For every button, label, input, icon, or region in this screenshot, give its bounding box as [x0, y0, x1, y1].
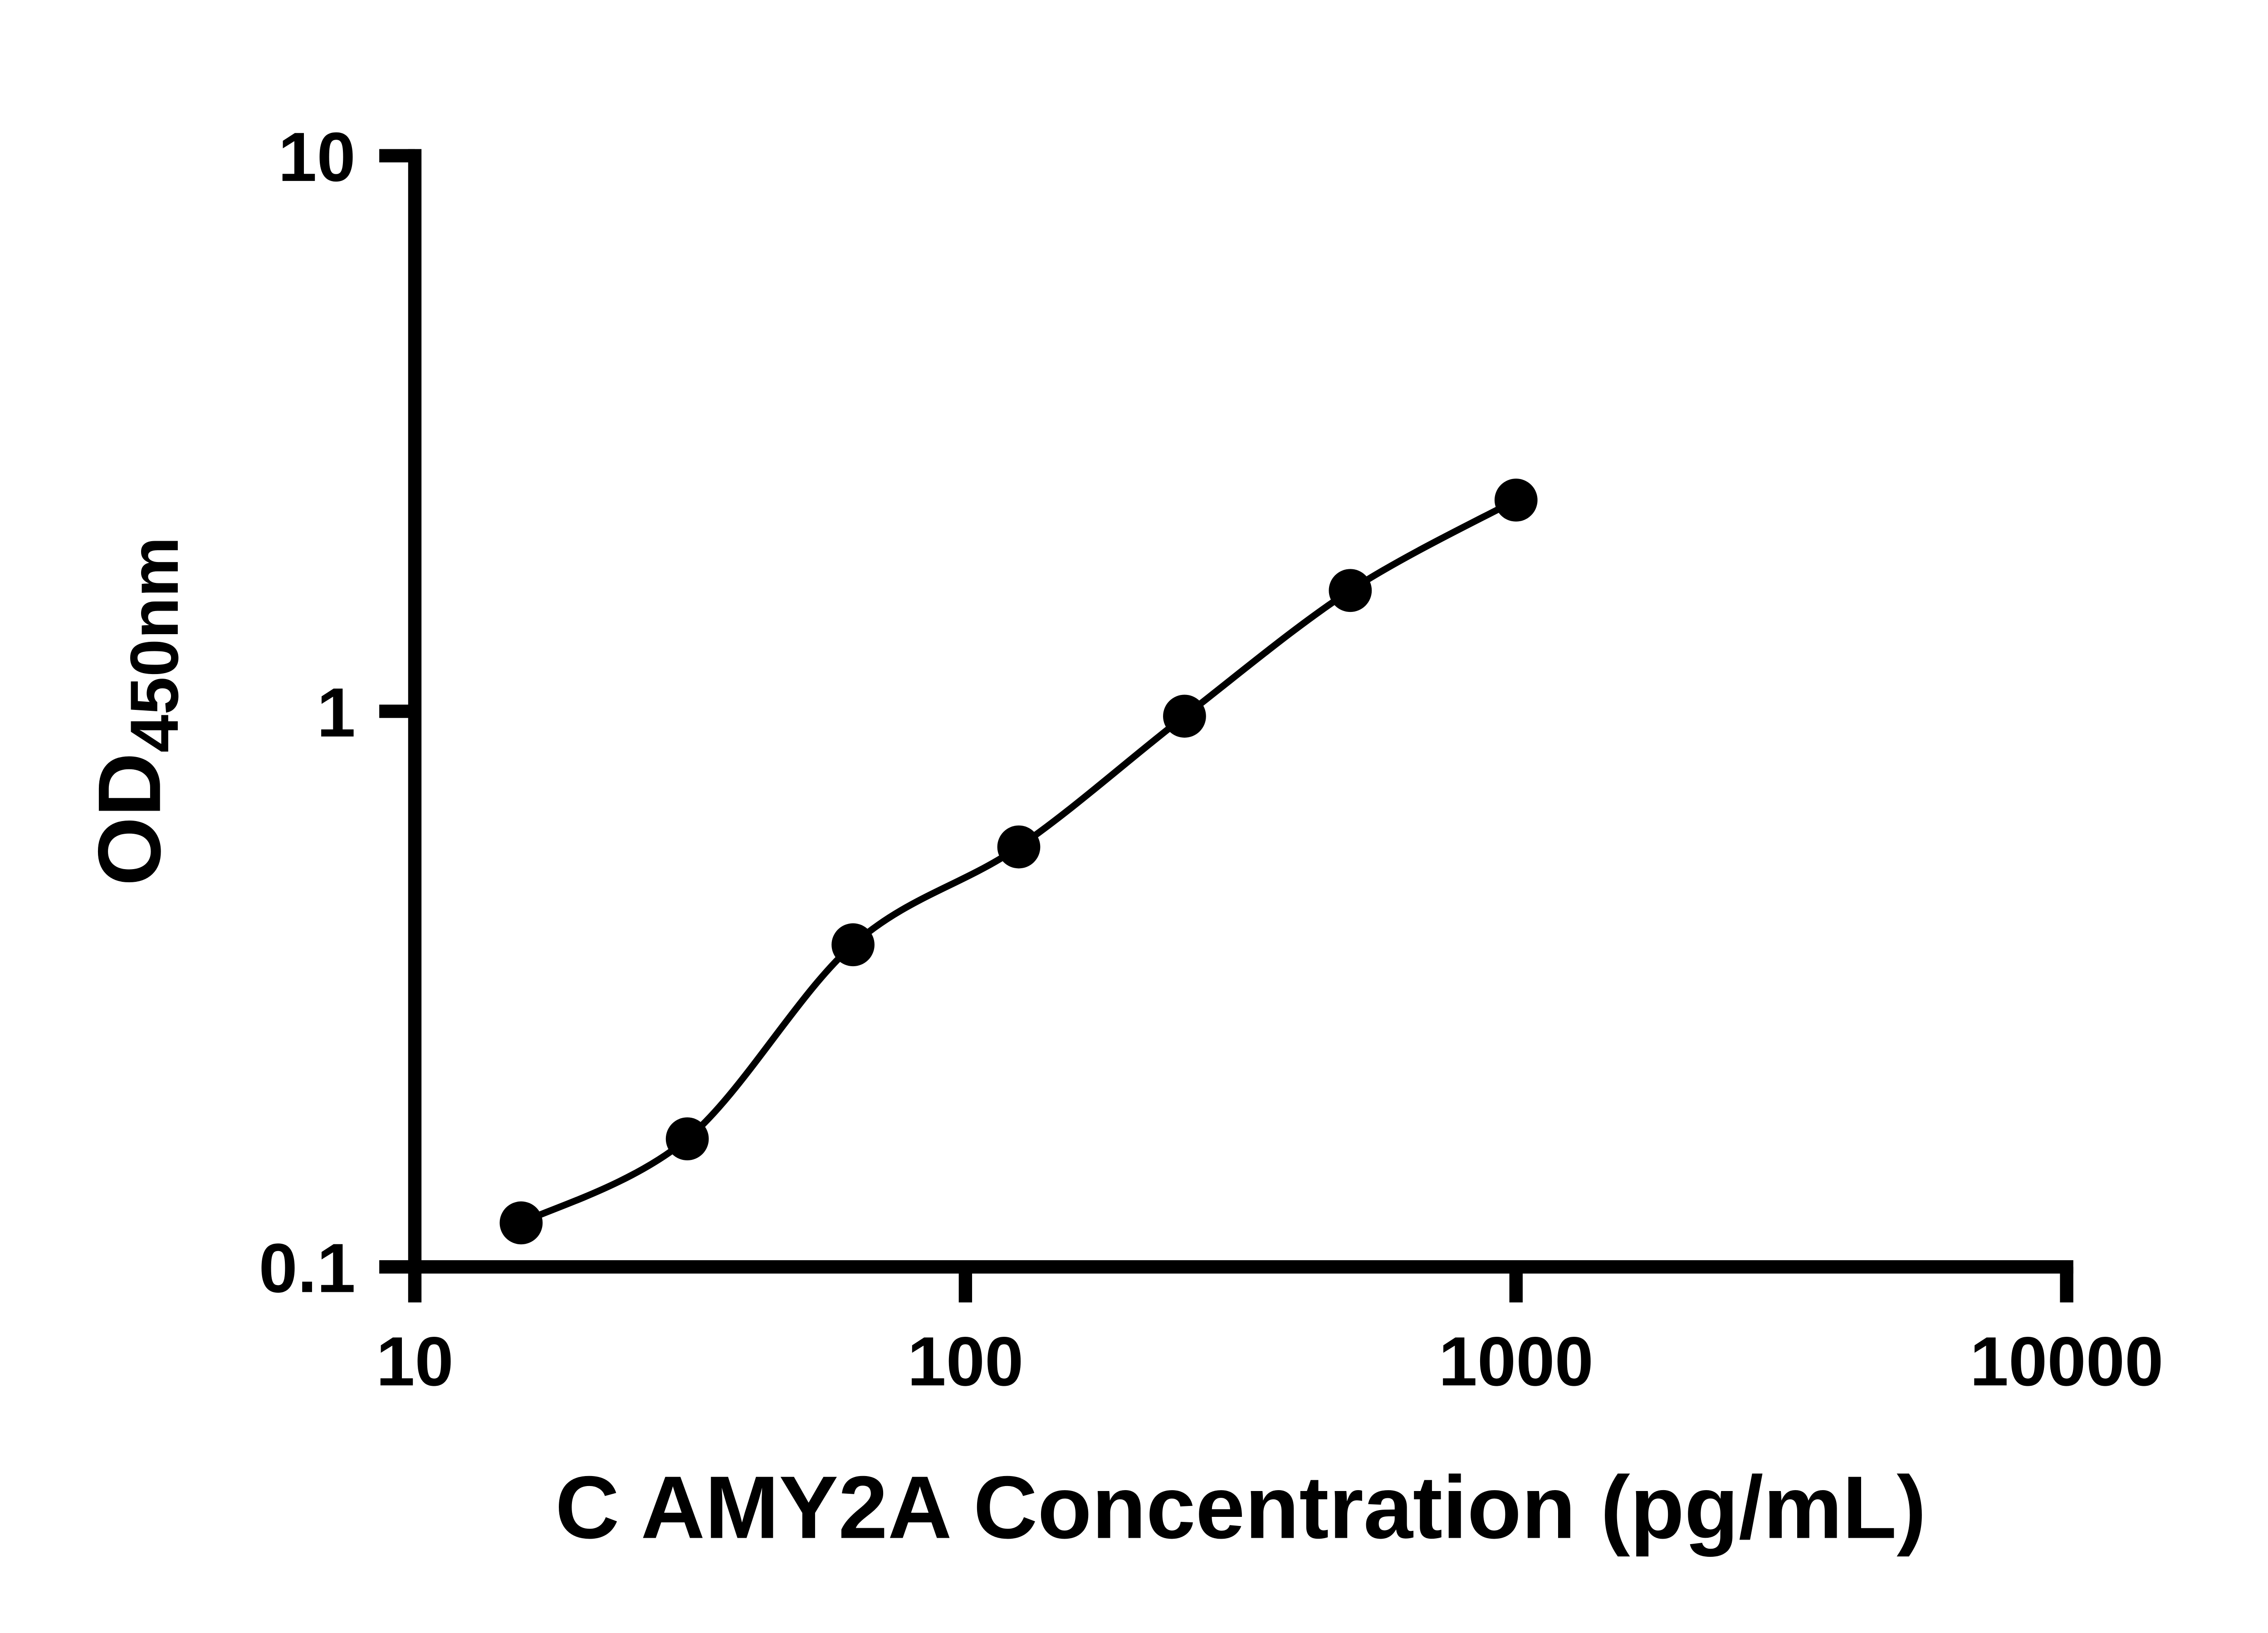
- y-axis-tick-label: 10: [278, 118, 356, 196]
- x-axis-tick-label: 100: [907, 1322, 1023, 1400]
- x-axis-tick-label: 10: [376, 1322, 454, 1400]
- data-point-marker: [1494, 479, 1538, 522]
- data-point-marker: [499, 1201, 543, 1245]
- y-axis-title: OD450nm: [80, 537, 192, 886]
- data-point-marker: [665, 1117, 709, 1160]
- y-axis-tick-label: 1: [317, 674, 355, 752]
- x-axis-tick-label: 1000: [1438, 1322, 1593, 1400]
- y-axis-title-subscript: 450nm: [116, 537, 192, 753]
- data-point-marker: [1329, 569, 1372, 612]
- data-point-marker: [1163, 694, 1206, 738]
- y-axis-title-main: OD: [80, 753, 179, 886]
- x-axis-tick-label: 10000: [1970, 1322, 2164, 1400]
- axes-spines: [408, 149, 2073, 1274]
- x-axis-title: C AMY2A Concentration (pg/mL): [555, 1458, 1926, 1557]
- data-point-marker: [997, 825, 1041, 869]
- data-point-marker: [831, 923, 875, 967]
- y-axis-tick-label: 0.1: [259, 1229, 355, 1307]
